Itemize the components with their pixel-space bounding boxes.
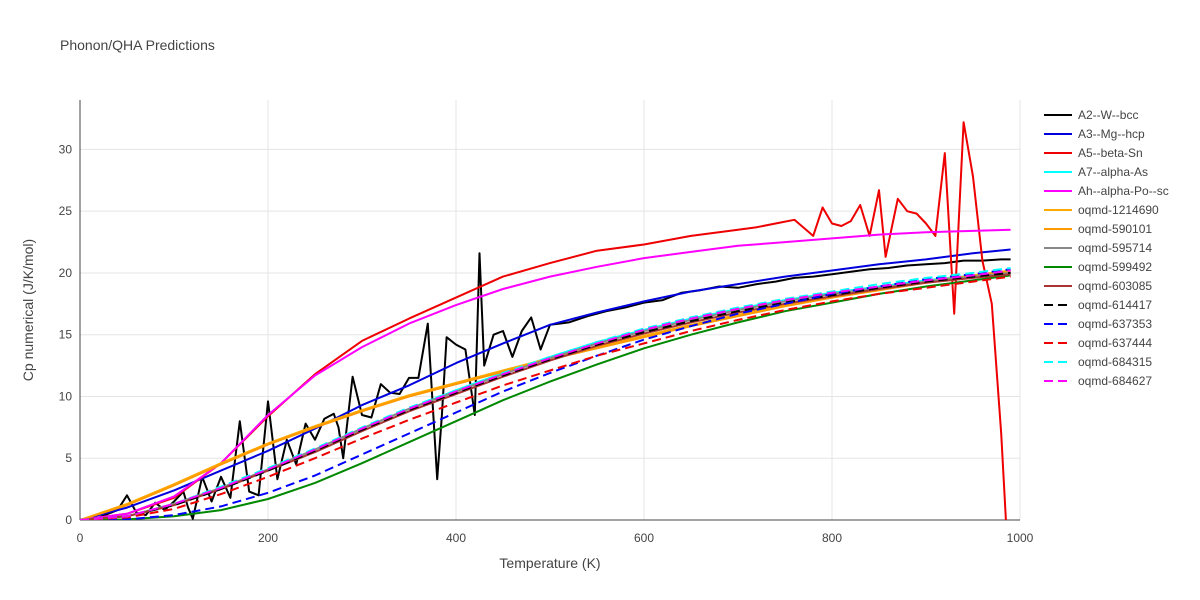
y-tick-label: 20 bbox=[59, 266, 73, 280]
y-tick-label: 15 bbox=[59, 328, 73, 342]
x-tick-labels: 0 200 400 600 800 1000 bbox=[77, 531, 1034, 545]
legend-item-oqmd-637444[interactable]: oqmd-637444 bbox=[1078, 336, 1152, 350]
legend-item-oqmd-684315[interactable]: oqmd-684315 bbox=[1078, 355, 1152, 369]
series-line-oqmd-637353 bbox=[80, 268, 1011, 520]
x-tick-label: 0 bbox=[77, 531, 84, 545]
series-line-oqmd-614417 bbox=[80, 271, 1011, 520]
legend-item-oqmd-614417[interactable]: oqmd-614417 bbox=[1078, 298, 1152, 312]
axes bbox=[79, 100, 1020, 521]
x-tick-label: 1000 bbox=[1007, 531, 1034, 545]
series-line-oqmd-684315 bbox=[80, 267, 1011, 520]
y-tick-label: 10 bbox=[59, 389, 73, 403]
chart-title: Phonon/QHA Predictions bbox=[60, 37, 215, 53]
legend-item-A3--Mg--hcp[interactable]: A3--Mg--hcp bbox=[1078, 127, 1145, 141]
y-tick-label: 30 bbox=[59, 142, 73, 156]
legend-item-oqmd-1214690[interactable]: oqmd-1214690 bbox=[1078, 203, 1159, 217]
x-tick-label: 800 bbox=[822, 531, 842, 545]
x-tick-label: 400 bbox=[446, 531, 466, 545]
legend: A2--W--bcc A3--Mg--hcp A5--beta-Sn A7--alph… bbox=[1044, 108, 1169, 388]
legend-item-A7--alpha-As[interactable]: A7--alpha-As bbox=[1078, 165, 1148, 179]
legend-item-oqmd-603085[interactable]: oqmd-603085 bbox=[1078, 279, 1152, 293]
x-tick-label: 200 bbox=[258, 531, 278, 545]
legend-item-oqmd-599492[interactable]: oqmd-599492 bbox=[1078, 260, 1152, 274]
series-line-A3--Mg--hcp bbox=[80, 248, 1011, 520]
y-tick-label: 0 bbox=[65, 513, 72, 527]
y-tick-labels: 0 5 10 15 20 25 30 bbox=[59, 142, 73, 527]
series-line-A2--W--bcc bbox=[80, 252, 1011, 520]
legend-item-oqmd-590101[interactable]: oqmd-590101 bbox=[1078, 222, 1152, 236]
grid-lines bbox=[80, 100, 1021, 520]
legend-item-oqmd-684627[interactable]: oqmd-684627 bbox=[1078, 374, 1152, 388]
legend-item-Ah--alpha-Po--sc[interactable]: Ah--alpha-Po--sc bbox=[1078, 184, 1169, 198]
series-line-oqmd-637444 bbox=[80, 275, 1011, 520]
legend-item-oqmd-637353[interactable]: oqmd-637353 bbox=[1078, 317, 1152, 331]
y-tick-label: 5 bbox=[65, 451, 72, 465]
x-axis-title: Temperature (K) bbox=[499, 555, 600, 571]
y-tick-label: 25 bbox=[59, 204, 73, 218]
series-line-Ah--alpha-Po--sc bbox=[80, 228, 1011, 520]
series-line-A5--beta-Sn bbox=[80, 121, 1007, 520]
x-tick-label: 600 bbox=[634, 531, 654, 545]
series-lines bbox=[80, 121, 1011, 520]
series-line-oqmd-684627 bbox=[80, 269, 1011, 520]
legend-item-oqmd-595714[interactable]: oqmd-595714 bbox=[1078, 241, 1152, 255]
y-axis-title: Cp numerical (J/K/mol) bbox=[20, 239, 36, 381]
legend-item-A2--W--bcc[interactable]: A2--W--bcc bbox=[1078, 108, 1138, 122]
legend-item-A5--beta-Sn[interactable]: A5--beta-Sn bbox=[1078, 146, 1143, 160]
